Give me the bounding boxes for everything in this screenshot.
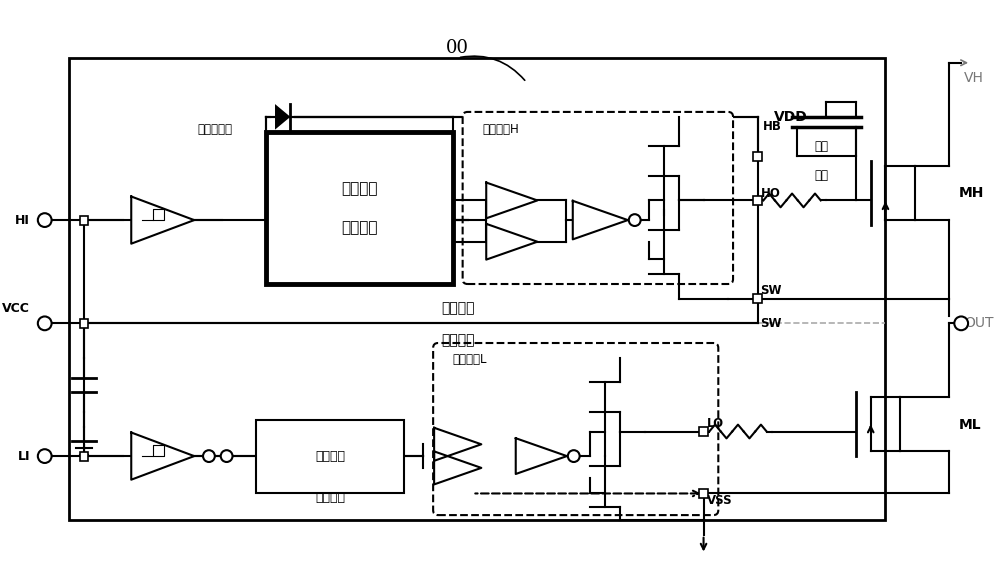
Polygon shape (275, 104, 290, 130)
Text: VCC: VCC (2, 302, 30, 315)
Text: 自举: 自举 (815, 140, 829, 153)
Circle shape (38, 449, 52, 463)
Circle shape (954, 316, 968, 330)
Text: MH: MH (959, 185, 985, 200)
Text: 延时匹配: 延时匹配 (315, 450, 345, 463)
Text: ML: ML (959, 418, 982, 432)
FancyBboxPatch shape (266, 131, 453, 284)
FancyBboxPatch shape (80, 216, 88, 225)
Text: VDD: VDD (774, 110, 808, 124)
Text: 自举二极管: 自举二极管 (197, 123, 232, 136)
Text: 高压隔离: 高压隔离 (341, 181, 378, 196)
Polygon shape (486, 183, 537, 218)
Circle shape (38, 316, 52, 330)
Polygon shape (434, 451, 481, 484)
Text: LI: LI (17, 450, 30, 463)
Text: HO: HO (761, 187, 780, 200)
FancyBboxPatch shape (433, 343, 718, 515)
Text: SW: SW (761, 317, 782, 330)
Text: HI: HI (15, 213, 30, 226)
Text: SW: SW (761, 284, 782, 298)
FancyBboxPatch shape (256, 420, 404, 493)
Text: 输出驱动L: 输出驱动L (453, 353, 487, 366)
Polygon shape (573, 201, 628, 240)
FancyBboxPatch shape (753, 196, 762, 205)
Polygon shape (516, 438, 567, 474)
Text: 高侧驱动: 高侧驱动 (441, 302, 474, 316)
Circle shape (568, 450, 580, 462)
Text: OUT: OUT (964, 316, 994, 331)
Text: 00: 00 (446, 39, 469, 57)
Polygon shape (131, 432, 194, 480)
Text: 半桥驱动: 半桥驱动 (315, 491, 345, 504)
Text: VH: VH (964, 71, 984, 85)
FancyBboxPatch shape (753, 152, 762, 160)
Text: 低侧驱动: 低侧驱动 (441, 333, 474, 347)
FancyBboxPatch shape (69, 58, 885, 520)
FancyBboxPatch shape (80, 319, 88, 328)
Circle shape (221, 450, 233, 462)
Text: 信号传输: 信号传输 (341, 220, 378, 236)
FancyBboxPatch shape (463, 112, 733, 284)
Polygon shape (486, 224, 537, 259)
Polygon shape (131, 196, 194, 244)
Text: 电容: 电容 (815, 170, 829, 182)
FancyBboxPatch shape (80, 452, 88, 460)
Circle shape (38, 213, 52, 227)
Polygon shape (434, 428, 481, 461)
Text: HB: HB (763, 120, 781, 133)
Circle shape (203, 450, 215, 462)
Text: 输出驱动H: 输出驱动H (482, 123, 519, 136)
FancyBboxPatch shape (753, 294, 762, 303)
Text: LO: LO (707, 417, 724, 430)
Text: VSS: VSS (707, 494, 732, 507)
Circle shape (629, 214, 641, 226)
FancyBboxPatch shape (699, 489, 708, 498)
FancyBboxPatch shape (699, 427, 708, 436)
